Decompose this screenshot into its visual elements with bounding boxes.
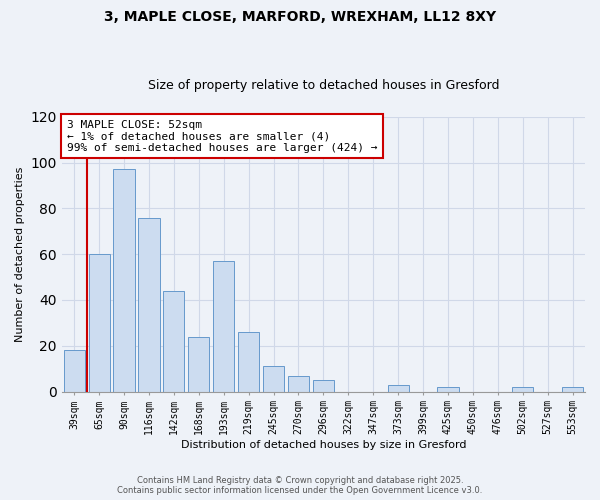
Bar — [388, 384, 409, 392]
Bar — [313, 380, 334, 392]
Bar — [562, 387, 583, 392]
Title: Size of property relative to detached houses in Gresford: Size of property relative to detached ho… — [148, 79, 499, 92]
Bar — [213, 261, 235, 392]
Bar — [263, 366, 284, 392]
Bar — [188, 336, 209, 392]
Bar — [437, 387, 458, 392]
Bar — [238, 332, 259, 392]
Bar — [64, 350, 85, 392]
Bar — [139, 218, 160, 392]
Bar — [89, 254, 110, 392]
Text: Contains HM Land Registry data © Crown copyright and database right 2025.
Contai: Contains HM Land Registry data © Crown c… — [118, 476, 482, 495]
Text: 3, MAPLE CLOSE, MARFORD, WREXHAM, LL12 8XY: 3, MAPLE CLOSE, MARFORD, WREXHAM, LL12 8… — [104, 10, 496, 24]
X-axis label: Distribution of detached houses by size in Gresford: Distribution of detached houses by size … — [181, 440, 466, 450]
Bar — [288, 376, 309, 392]
Y-axis label: Number of detached properties: Number of detached properties — [15, 166, 25, 342]
Bar — [512, 387, 533, 392]
Bar — [113, 170, 134, 392]
Bar — [163, 291, 184, 392]
Text: 3 MAPLE CLOSE: 52sqm
← 1% of detached houses are smaller (4)
99% of semi-detache: 3 MAPLE CLOSE: 52sqm ← 1% of detached ho… — [67, 120, 377, 152]
